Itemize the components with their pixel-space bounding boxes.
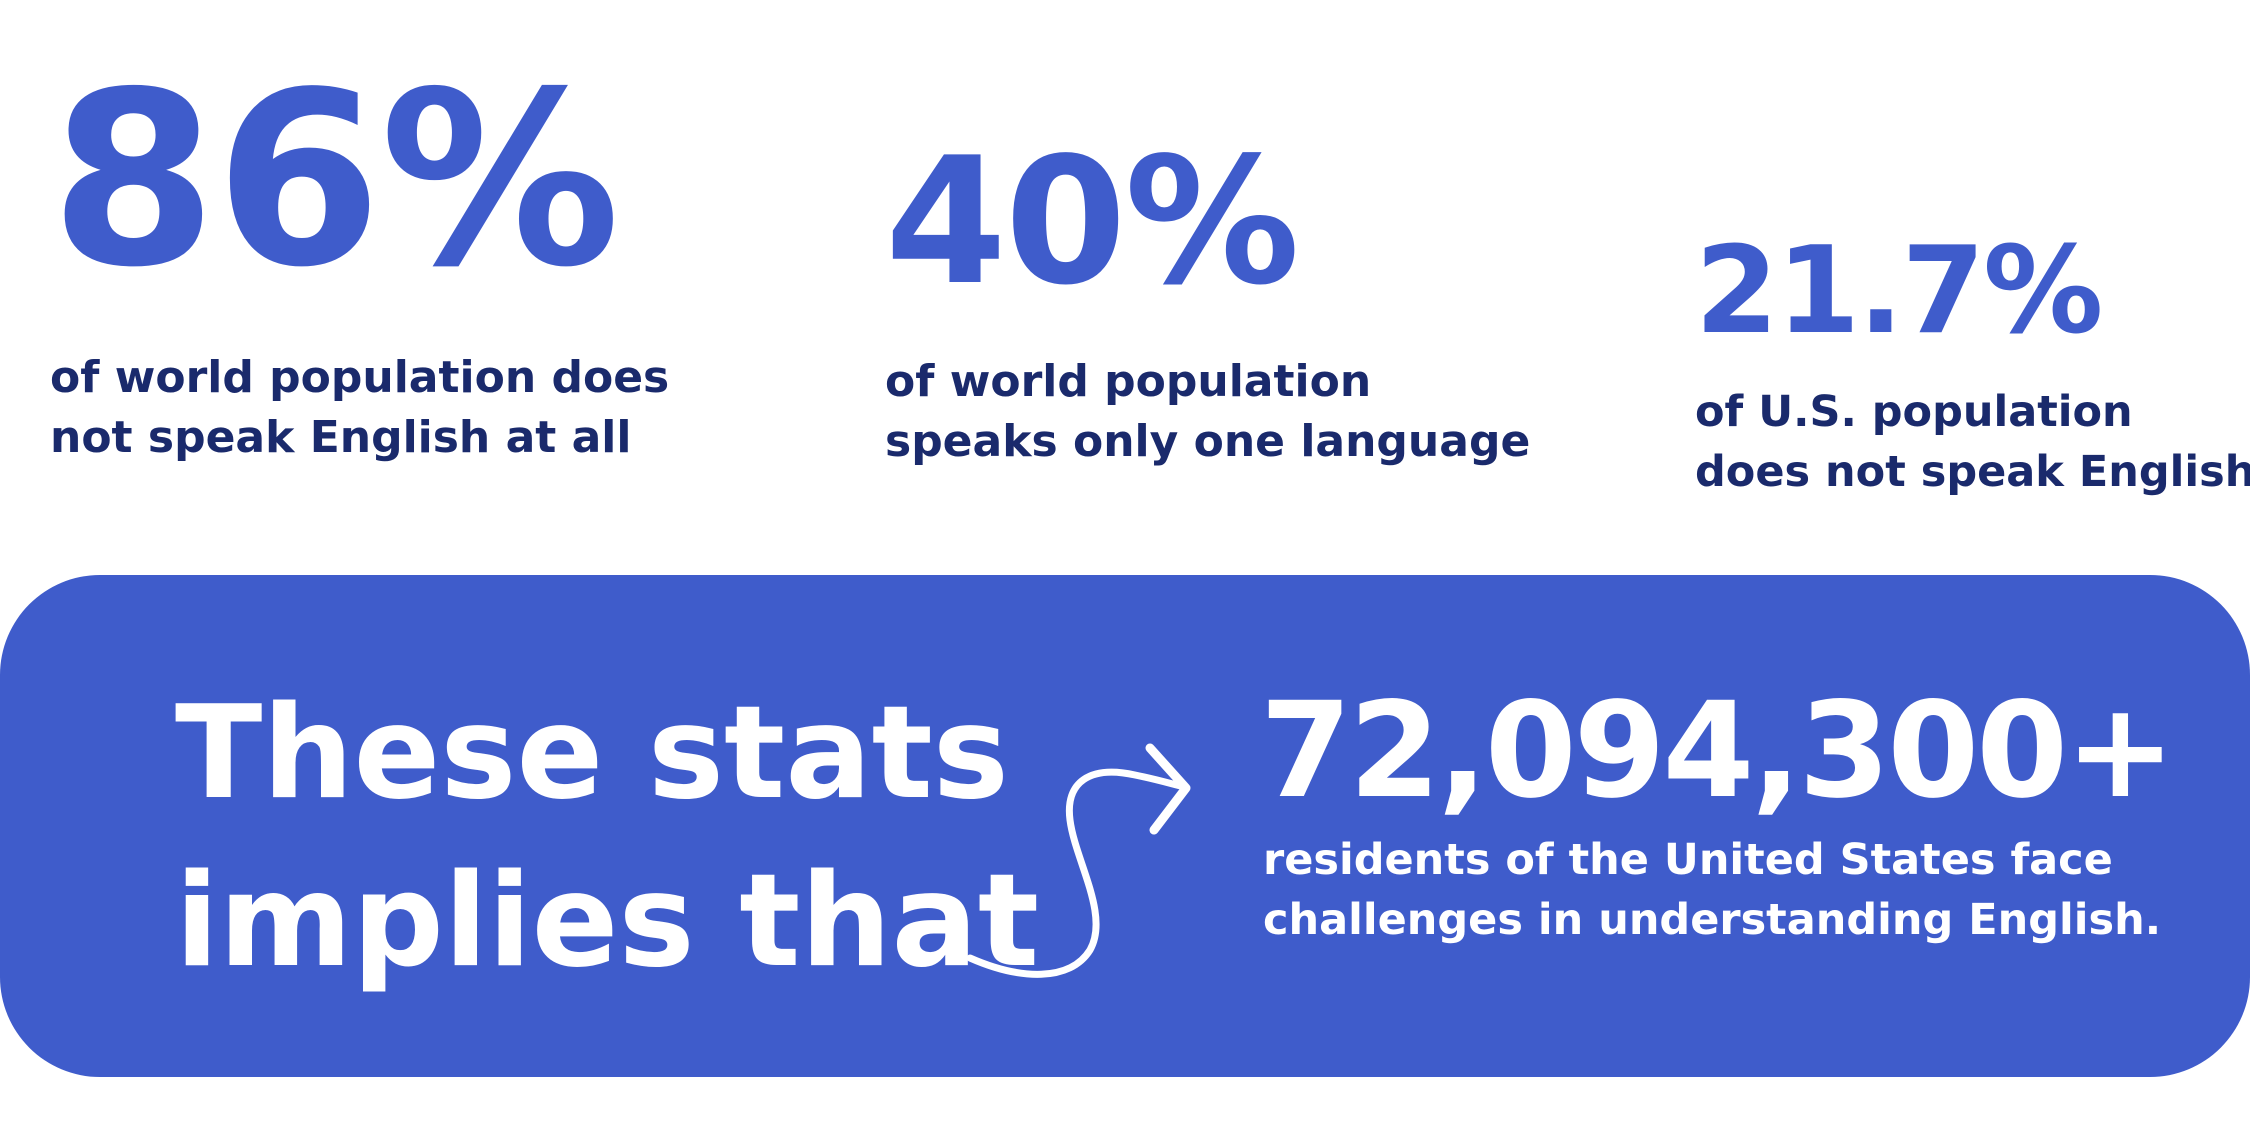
stat-value: 86% [50,40,620,320]
stat-value: 21.7% [1695,222,2103,361]
stat-description-line: of world population [885,356,1372,407]
stat-card-world-monolingual: 40% of world population speaks only one … [885,135,1530,472]
stat-card-us-no-english: 21.7% of U.S. population does not speak … [1695,232,2250,502]
stat-card-world-no-english: 86% of world population does not speak E… [50,60,669,468]
stat-description-line: of U.S. population [1695,387,2133,437]
stat-description-line: does not speak English [1695,447,2250,497]
banner-heading-line: implies that [175,847,1040,996]
curved-arrow-icon [966,743,1191,978]
banner-heading: These stats implies that [175,670,1039,1006]
residents-description: residents of the United States face chal… [1263,830,2161,950]
residents-count: 72,094,300+ [1260,674,2176,828]
residents-description-line: challenges in understanding English. [1263,895,2162,945]
stat-description: of world population does not speak Engli… [50,348,669,468]
stat-value: 40% [885,121,1300,324]
residents-description-line: residents of the United States face [1263,835,2113,885]
stat-description-line: of world population does [50,352,670,403]
stat-description-line: speaks only one language [885,416,1531,467]
banner-heading-line: These stats [175,679,1009,828]
summary-banner: These stats implies that 72,094,300+ res… [0,575,2250,1077]
stat-description-line: not speak English at all [50,412,632,463]
stat-description: of world population speaks only one lang… [885,352,1530,472]
stat-description: of U.S. population does not speak Englis… [1695,382,2250,502]
